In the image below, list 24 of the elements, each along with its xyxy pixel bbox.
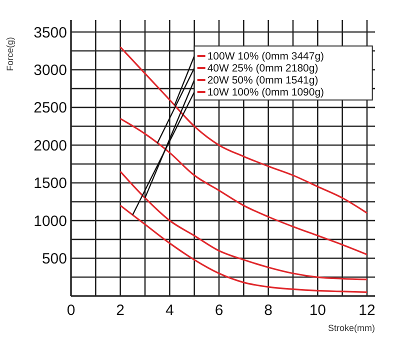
line-series — [120, 118, 368, 256]
y-axis-title: Force(g) — [5, 36, 15, 72]
y-tick-label: 500 — [42, 250, 67, 268]
legend-label: 100W 10% (0mm 3447g) — [207, 50, 324, 63]
x-tick-label: 8 — [264, 302, 273, 319]
y-tick-label: 1000 — [34, 212, 67, 230]
x-tick-label: 4 — [165, 302, 174, 319]
x-tick-label: 10 — [309, 302, 326, 319]
x-axis-title: Stroke(mm) — [328, 323, 375, 333]
y-tick-label: 2000 — [34, 137, 67, 154]
y-tick-label: 3500 — [34, 24, 67, 42]
line-series — [120, 204, 368, 294]
legend-label: 20W 50% (0mm 1541g) — [207, 74, 318, 87]
x-tick-label: 0 — [66, 302, 76, 319]
x-tick-label: 2 — [116, 302, 125, 319]
y-tick-label: 3000 — [34, 62, 67, 79]
line-series — [120, 170, 368, 280]
x-tick-label: 6 — [214, 302, 224, 319]
legend-label: 10W 100% (0mm 1090g) — [207, 86, 324, 99]
y-tick-label: 2500 — [34, 100, 67, 117]
x-tick-label: 12 — [358, 302, 376, 319]
legend-label: 40W 25% (0mm 2180g) — [207, 62, 318, 75]
y-tick-label: 1500 — [34, 175, 67, 192]
line-series — [120, 46, 368, 214]
